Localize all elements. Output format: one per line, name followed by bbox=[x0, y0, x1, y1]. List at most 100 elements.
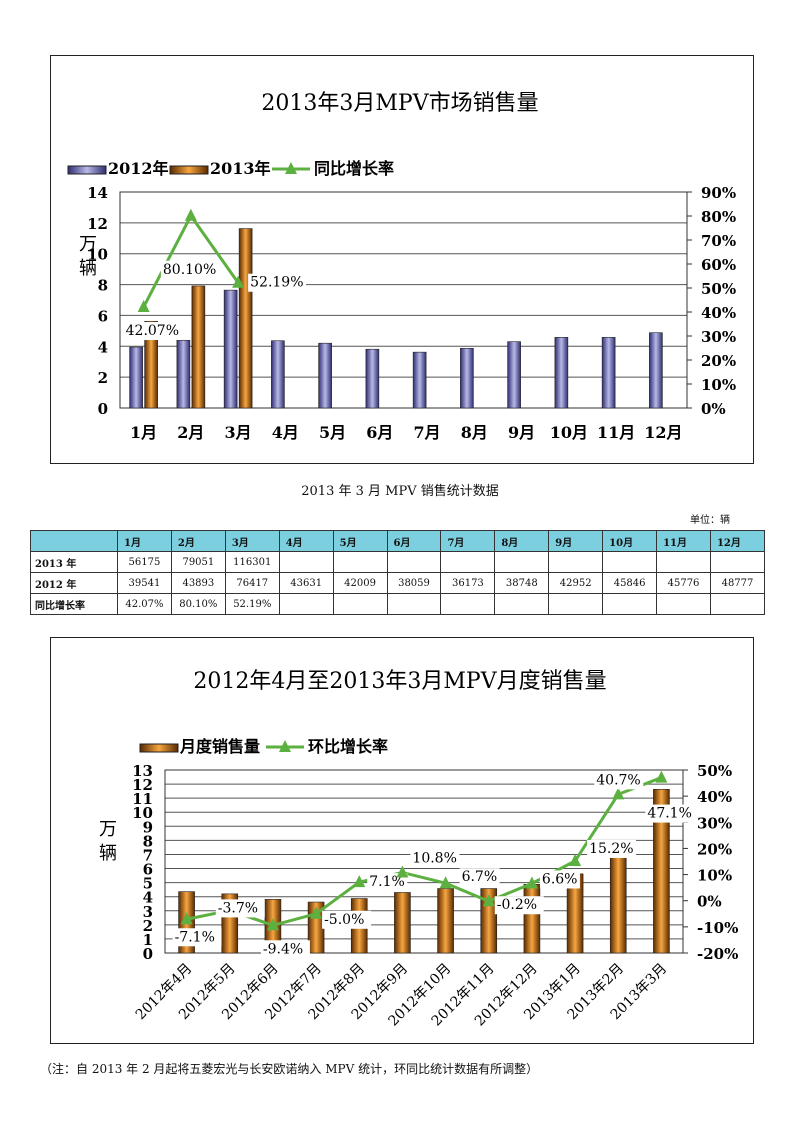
y2-tick-label: 20% bbox=[701, 352, 736, 370]
bar-2013年 bbox=[238, 228, 253, 409]
data-label: -7.1% bbox=[175, 929, 215, 945]
bar-2012年 bbox=[365, 348, 380, 409]
y-tick-label: 11 bbox=[132, 790, 153, 808]
data-label-bg bbox=[459, 868, 500, 887]
legend-label: 月度销售量 bbox=[179, 737, 260, 756]
y2-tick-label: 40% bbox=[701, 304, 736, 322]
legend-label: 环比增长率 bbox=[308, 737, 388, 756]
line-环比增长率 bbox=[186, 776, 662, 927]
line-marker bbox=[655, 770, 668, 783]
bar-2013年 bbox=[191, 285, 206, 409]
data-label-bg bbox=[587, 839, 637, 858]
y2-tick-label: 60% bbox=[701, 256, 736, 274]
x-tick-label: 6月 bbox=[366, 423, 393, 442]
data-label: 6.7% bbox=[462, 869, 498, 885]
data-label-bg bbox=[494, 896, 544, 915]
line-marker bbox=[266, 918, 279, 931]
data-label-bg bbox=[160, 260, 219, 279]
x-tick-label: 1月 bbox=[130, 423, 157, 442]
line-marker bbox=[396, 865, 409, 878]
bar-月度销售量 bbox=[394, 892, 411, 954]
y2-tick-label: 90% bbox=[701, 184, 736, 202]
column-header: 9月 bbox=[548, 530, 604, 552]
x-tick-label: 7月 bbox=[414, 423, 441, 442]
column-header: 11月 bbox=[656, 530, 711, 552]
table-caption: 2013 年 3 月 MPV 销售统计数据 bbox=[301, 484, 499, 499]
y-tick-label: 4 bbox=[98, 338, 108, 356]
bar-2012年 bbox=[507, 341, 521, 409]
line-marker bbox=[353, 875, 366, 888]
x-tick-label: 11月 bbox=[597, 423, 635, 442]
line-marker bbox=[525, 876, 538, 889]
legend-marker-icon bbox=[285, 162, 297, 174]
line-marker bbox=[232, 275, 245, 288]
y-tick-label: 5 bbox=[143, 875, 153, 893]
y-tick-label: 10 bbox=[132, 804, 153, 822]
y-tick-label: 8 bbox=[98, 277, 108, 295]
plot-area bbox=[164, 769, 684, 954]
bar-2012年 bbox=[460, 347, 474, 409]
column-header: 10月 bbox=[602, 530, 658, 552]
data-label-bg bbox=[260, 940, 310, 959]
bar-月度销售量 bbox=[523, 884, 541, 954]
y-tick-label: 10 bbox=[87, 246, 108, 264]
y2-tick-label: 0% bbox=[701, 400, 726, 418]
y-tick-label: 3 bbox=[143, 903, 153, 921]
x-tick-label: 8月 bbox=[461, 423, 488, 442]
plot-area bbox=[119, 191, 688, 409]
x-tick-label: 12月 bbox=[644, 423, 682, 442]
y-tick-label: 14 bbox=[87, 184, 108, 202]
y2-tick-label: 30% bbox=[697, 814, 732, 832]
line-marker bbox=[569, 853, 582, 866]
line-marker bbox=[439, 876, 452, 889]
y-axis-label: 万 bbox=[79, 234, 97, 255]
y-tick-label: 0 bbox=[98, 400, 108, 418]
data-label: 7.1% bbox=[369, 874, 405, 890]
data-label-bg bbox=[123, 322, 182, 341]
data-label: 10.8% bbox=[412, 850, 456, 866]
legend-marker-icon bbox=[279, 740, 291, 752]
data-label: -3.7% bbox=[218, 900, 258, 916]
y2-tick-label: 0% bbox=[697, 893, 722, 911]
data-label-bg bbox=[594, 771, 644, 790]
y-tick-label: 1 bbox=[143, 931, 153, 949]
bar-2013年 bbox=[144, 320, 158, 409]
y2-tick-label: 40% bbox=[697, 788, 732, 806]
y2-tick-label: 80% bbox=[701, 208, 736, 226]
bar-2012年 bbox=[318, 342, 332, 409]
column-header bbox=[30, 530, 118, 552]
data-label: 47.1% bbox=[647, 806, 691, 822]
data-label-bg bbox=[248, 273, 307, 292]
chart-title: 2012年4月至2013年3月MPV月度销售量 bbox=[193, 669, 606, 694]
data-label: 80.10% bbox=[163, 262, 216, 278]
y-tick-label: 13 bbox=[132, 762, 153, 780]
y-tick-label: 6 bbox=[98, 307, 108, 325]
data-label-bg bbox=[367, 873, 408, 892]
data-label-bg bbox=[539, 870, 580, 889]
line-marker bbox=[310, 906, 323, 919]
y-tick-label: 2 bbox=[98, 369, 108, 387]
bar-2012年 bbox=[412, 351, 427, 409]
bar-2012年 bbox=[649, 332, 663, 409]
legend-label: 2013年 bbox=[210, 159, 271, 178]
y-tick-label: 8 bbox=[143, 832, 153, 850]
y2-tick-label: 50% bbox=[697, 762, 732, 780]
row-header: 同比增长率 bbox=[30, 593, 118, 615]
data-label: 15.2% bbox=[589, 841, 633, 857]
line-marker bbox=[137, 300, 150, 313]
x-tick-label: 3月 bbox=[225, 423, 252, 442]
data-label: 6.6% bbox=[542, 871, 578, 887]
y-tick-label: 7 bbox=[143, 846, 153, 864]
legend-swatch bbox=[169, 165, 209, 175]
legend-swatch bbox=[139, 743, 179, 753]
sales-table: 1月 2月 3月 4月 5月 6月 7月 8月 9月 10月 11月 12月 2013 年 56175 79… bbox=[30, 530, 766, 615]
footnote: （注：自 2013 年 2 月起将五菱宏光与长安欧诺纳入 MPV 统计，环同比统… bbox=[40, 1062, 539, 1076]
x-tick-label: 10月 bbox=[550, 423, 588, 442]
legend-swatch bbox=[67, 165, 107, 175]
line-marker bbox=[482, 894, 495, 907]
data-label: -0.2% bbox=[497, 897, 537, 913]
y-axis-label: 辆 bbox=[99, 843, 117, 864]
column-header: 3月 bbox=[224, 530, 280, 552]
